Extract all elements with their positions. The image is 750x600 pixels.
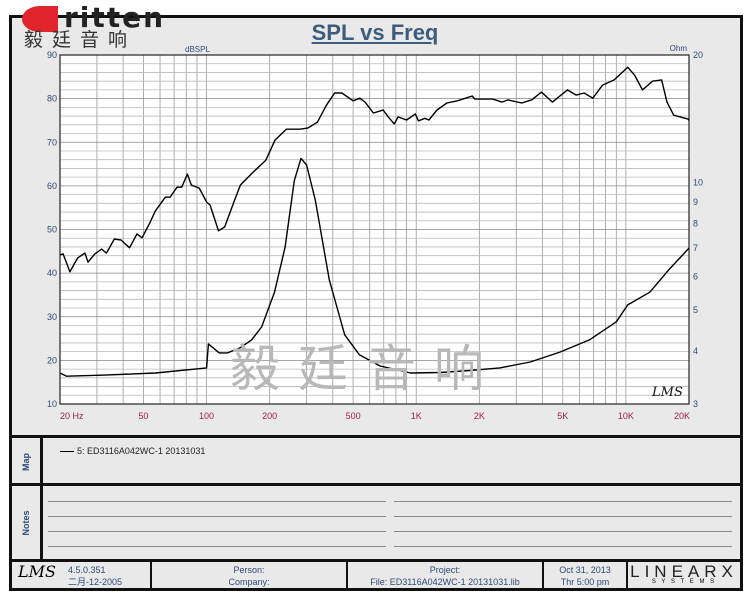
x-tick-label: 500: [346, 411, 361, 421]
date: Oct 31, 2013: [559, 565, 611, 575]
y2-tick-label: 5: [693, 305, 698, 315]
project-label: Project:: [429, 565, 461, 575]
x-tick-label: 2K: [474, 411, 485, 421]
y-axis-label: dBSPL: [185, 45, 210, 54]
version: 4.5.0.351: [68, 565, 106, 575]
note-line[interactable]: [394, 531, 732, 532]
note-line[interactable]: [48, 516, 386, 517]
map-label-cell: Map: [12, 438, 43, 485]
footer-date-cell: Oct 31, 2013 Thr 5:00 pm: [544, 562, 628, 588]
plot-border: [59, 54, 690, 405]
y2-tick-label: 10: [693, 178, 703, 188]
x-tick-label: 20K: [674, 411, 690, 421]
y-tick-label: 90: [47, 50, 57, 60]
note-line[interactable]: [48, 531, 386, 532]
notes-label: Notes: [21, 510, 31, 536]
y-tick-label: 50: [47, 225, 57, 235]
y2-tick-label: 8: [693, 219, 698, 229]
footer-person-cell: Person: Company:: [152, 562, 348, 588]
spl-curve: [59, 66, 690, 273]
y-tick-label: 10: [47, 399, 57, 409]
footer-version-cell: LMS 4.5.0.351 二月-12-2005: [12, 562, 152, 588]
lms-logo: LMS: [18, 562, 56, 581]
y-tick-label: 20: [47, 355, 57, 365]
y-tick-label: 80: [47, 94, 57, 104]
spl-chart: 90 80 70 60 50 40 30 20 10 dBSPL 20 10 9 8 7 6 5 4 3 Ohm 20 …: [47, 44, 703, 421]
impedance-curve: [59, 157, 690, 377]
chart-title: SPL vs Freq: [311, 20, 439, 45]
file-name: File: ED3116A042WC-1 20131031.lib: [370, 577, 520, 587]
x-tick-label: 10K: [618, 411, 634, 421]
map-panel: Map 5: ED3116A042WC-1 20131031: [12, 435, 740, 485]
legend-line-swatch: [60, 451, 74, 453]
linearx-subtitle: S Y S T E M S: [651, 579, 717, 585]
footer: LMS 4.5.0.351 二月-12-2005 Person: Company…: [12, 559, 740, 588]
linearx-wordmark: LINEARX: [630, 562, 738, 581]
note-line[interactable]: [394, 501, 732, 502]
build-date: 二月-12-2005: [68, 577, 123, 587]
company-label: Company:: [228, 577, 270, 587]
x-tick-label: 20 Hz: [60, 411, 84, 421]
person-label: Person:: [233, 565, 265, 575]
watermark: 毅廷音响: [230, 340, 502, 398]
y2-tick-label: 3: [693, 399, 698, 409]
y-tick-label: 40: [47, 268, 57, 278]
notes-panel: Notes: [12, 483, 740, 560]
time: Thr 5:00 pm: [560, 577, 610, 587]
note-line[interactable]: [394, 516, 732, 517]
legend-entry: 5: ED3116A042WC-1 20131031: [60, 446, 205, 456]
y-tick-label: 70: [47, 137, 57, 147]
y2-tick-label: 4: [693, 346, 698, 356]
x-tick-label: 200: [262, 411, 277, 421]
linearx-logo: LINEARX S Y S T E M S: [628, 562, 740, 588]
y-tick-label: 30: [47, 312, 57, 322]
y2-axis-label: Ohm: [670, 44, 688, 53]
logo-chinese: 毅廷音响: [24, 29, 137, 51]
y-tick-label: 60: [47, 181, 57, 191]
legend-text: 5: ED3116A042WC-1 20131031: [77, 446, 206, 456]
y2-tick-label: 6: [693, 271, 698, 281]
y2-tick-label: 9: [693, 197, 698, 207]
notes-label-cell: Notes: [12, 486, 43, 560]
note-line[interactable]: [394, 546, 732, 547]
logo-e-mark: [22, 6, 58, 32]
logo-wordmark: ritten: [64, 1, 166, 34]
footer-project-cell: Project: File: ED3116A042WC-1 20131031.l…: [348, 562, 544, 588]
lms-signature: LMS: [651, 385, 683, 400]
y2-tick-label: 7: [693, 243, 698, 253]
y2-tick-label: 20: [693, 50, 703, 60]
map-label: Map: [21, 452, 31, 471]
x-tick-label: 5K: [557, 411, 568, 421]
x-tick-label: 1K: [411, 411, 422, 421]
x-tick-label: 100: [199, 411, 214, 421]
note-line[interactable]: [48, 501, 386, 502]
x-tick-label: 50: [138, 411, 148, 421]
note-line[interactable]: [48, 546, 386, 547]
